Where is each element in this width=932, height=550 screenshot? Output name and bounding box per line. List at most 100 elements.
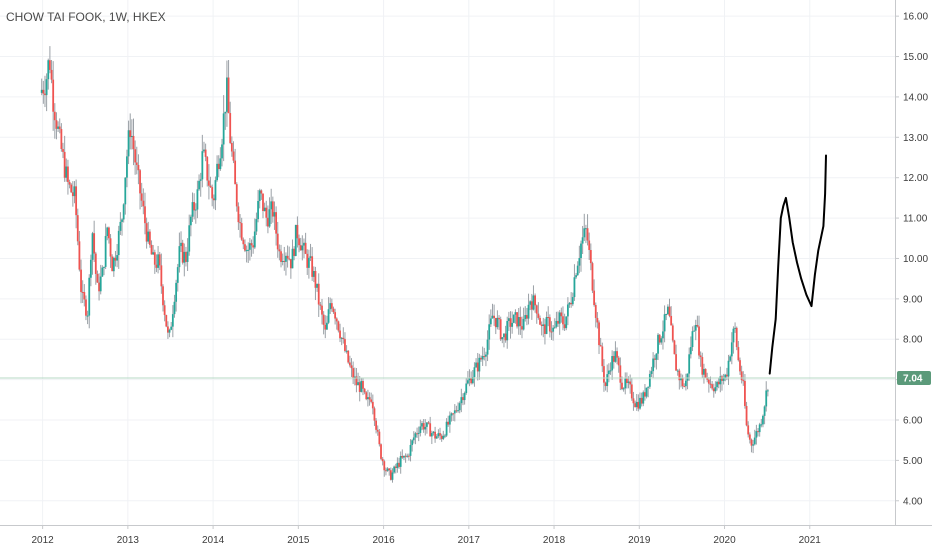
candle-body [176,267,179,283]
candle-body [752,444,755,446]
candle-body [519,317,522,327]
candle-body [234,160,237,185]
candle-body [599,345,602,347]
candle-body [280,251,282,262]
candle-body [139,170,141,194]
candle-body [278,249,281,252]
candle-body [473,367,476,378]
candle-body [766,390,769,392]
candle-body [357,382,359,386]
candle-body [762,415,764,425]
candle-body [167,326,169,333]
candle-body [412,437,415,441]
y-tick-label: 16.00 [903,12,928,23]
candle-body [73,186,76,197]
chart-title: CHOW TAI FOOK, 1W, HKEX [6,10,166,24]
candle-body [383,461,386,471]
candle-body [578,258,581,266]
candle-body [629,381,632,385]
candle-body [339,330,341,339]
time-axis: 2012 2013 2014 2015 2016 2017 2018 2019 2020 2021 [31,525,821,546]
candle-body [142,200,145,207]
candle-body [355,376,358,386]
candle-body [57,126,59,129]
candle-body [466,380,469,384]
candle-body [130,135,133,138]
candle-body [737,347,740,361]
candle-body [499,319,502,340]
candle-body [548,317,551,332]
candle-body [50,69,53,80]
candle-body [263,207,266,212]
candle-body [311,256,314,277]
candle-body [557,320,559,324]
candle-body [65,166,68,178]
candle-body [62,149,64,152]
candle-body [273,212,276,217]
candle-body [230,142,233,152]
candle-body [542,324,545,327]
candle-body [517,317,520,327]
candle-body [566,304,569,317]
candle-body [652,358,655,372]
candle-body [403,455,405,458]
candle-body [388,468,391,471]
candle-body [445,421,448,436]
candle-body [662,331,664,339]
candle-body [416,433,418,435]
candle-body [257,200,259,220]
candle-body [294,224,297,256]
candle-body [160,265,163,287]
candle-body [317,283,320,305]
candle-body [312,271,315,277]
candle-body [734,327,736,329]
candle-body [476,362,479,372]
candle-body [624,378,627,389]
candle-body [137,164,140,171]
candle-body [694,324,697,331]
candle-body [94,253,97,274]
candle-body [426,422,428,427]
candles [40,46,769,483]
candle-body [552,327,555,332]
candle-body [381,458,384,462]
candle-body [296,224,299,239]
candle-body [135,162,138,165]
candle-body [498,317,500,320]
candle-body [676,370,679,372]
candle-body [319,304,322,306]
candle-body [657,334,659,354]
candle-body [48,60,51,70]
candle-body [304,242,307,254]
candle-body [180,242,182,247]
candle-body [540,324,543,327]
candle-body [524,315,527,319]
last-price-tag-bg [897,371,931,385]
candle-body [491,315,494,319]
candle-body [434,431,437,439]
candle-body [368,397,371,400]
candle-body [175,282,178,302]
candle-body [422,423,425,430]
candle-body [365,392,368,400]
candle-body [609,370,612,372]
candle-body [371,401,374,409]
candle-body [689,347,692,355]
candle-body [617,357,620,366]
candle-body [47,60,50,80]
candle-body [509,318,512,327]
candle-body [583,228,586,238]
candle-body [60,129,63,150]
candle-body [385,470,387,472]
candle-body [593,290,596,306]
candle-body [121,219,123,222]
candle-body [634,403,636,408]
candle-body [98,282,100,292]
candle-body [155,264,158,268]
candle-body [666,306,669,315]
x-tick-label: 2017 [458,535,481,546]
candle-body [299,245,302,251]
candle-body [68,181,71,185]
y-tick-label: 8.00 [903,335,923,346]
x-tick-label: 2016 [372,535,395,546]
